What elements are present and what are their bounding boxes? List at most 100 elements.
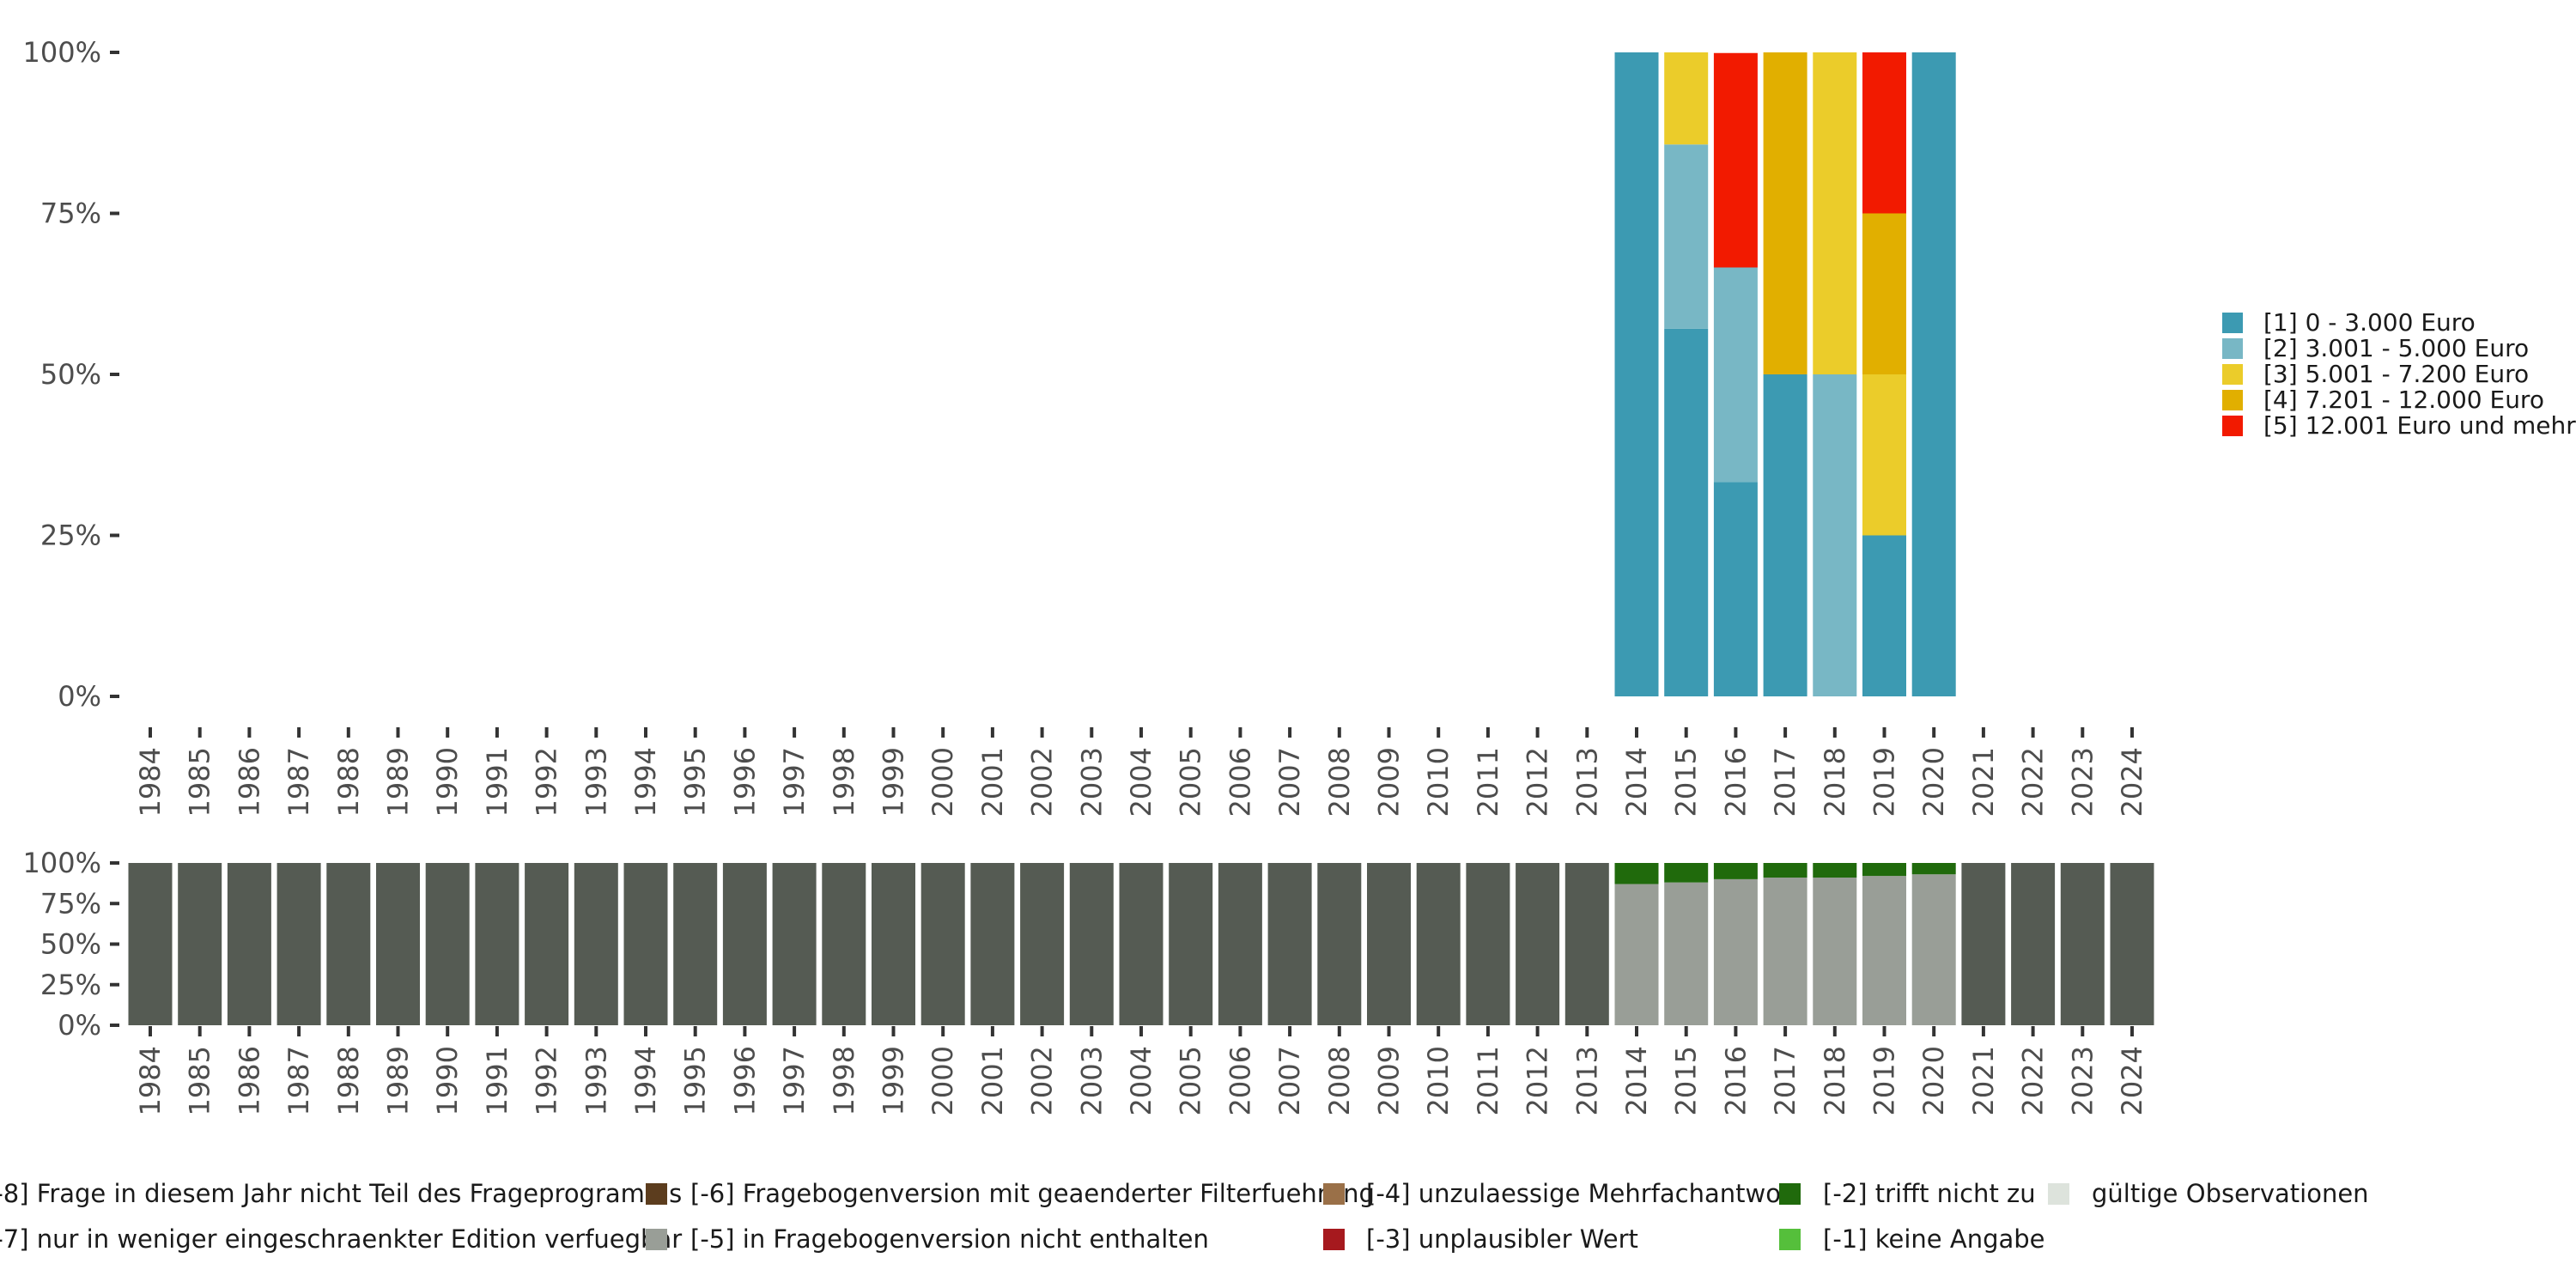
x-tick-label: 2010: [1422, 747, 1455, 817]
bar-segment: [1020, 863, 1065, 1025]
bar-segment: [2110, 863, 2154, 1025]
bar-segment: [1069, 863, 1114, 1025]
x-tick-label: 2006: [1224, 1046, 1256, 1115]
bar-segment: [376, 863, 420, 1025]
x-tick-label: 2001: [976, 747, 1009, 817]
bar-segment: [920, 863, 965, 1025]
y-tick-label: 50%: [40, 928, 101, 961]
x-tick-label: 2014: [1620, 747, 1653, 817]
x-tick-label: 1990: [431, 747, 464, 817]
bar-segment: [1713, 267, 1758, 483]
bar-segment: [1614, 52, 1659, 696]
legend-swatch: [2048, 1183, 2069, 1205]
bar-segment: [227, 863, 271, 1025]
x-tick-label: 1996: [728, 1046, 761, 1115]
bar-segment: [574, 863, 618, 1025]
bar-segment: [1713, 878, 1758, 1025]
x-tick-label: 1984: [134, 1046, 167, 1115]
bar-segment: [1614, 884, 1659, 1025]
y-tick-label: 75%: [40, 197, 101, 230]
bar-segment: [1813, 878, 1857, 1025]
bar-segment: [1813, 863, 1857, 878]
x-tick-label: 2016: [1719, 747, 1752, 817]
x-tick-label: 1984: [134, 747, 167, 817]
x-tick-label: 1992: [531, 1046, 563, 1115]
bar-segment: [1267, 863, 1312, 1025]
x-tick-label: 2022: [2017, 747, 2050, 817]
bar-segment: [425, 863, 470, 1025]
bar-segment: [1218, 863, 1262, 1025]
x-tick-label: 1987: [283, 1046, 315, 1115]
y-tick-label: 0%: [58, 680, 101, 713]
legend-swatch: [646, 1229, 667, 1250]
bar-segment: [1813, 374, 1857, 696]
bar-segment: [1713, 52, 1758, 268]
legend-label: [-4] unzulaessige Mehrfachantwort: [1366, 1179, 1801, 1208]
bar-segment: [1763, 374, 1807, 696]
bar-segment: [1367, 863, 1411, 1025]
x-tick-label: 2016: [1719, 1046, 1752, 1115]
legend-label: [4] 7.201 - 12.000 Euro: [2263, 386, 2544, 414]
bar-segment: [1763, 878, 1807, 1025]
bar-segment: [1664, 328, 1709, 696]
bar-segment: [128, 863, 173, 1025]
legend-label: [-2] trifft nicht zu: [1823, 1179, 2036, 1208]
bar-segment: [1862, 535, 1906, 696]
x-tick-label: 2011: [1472, 1046, 1504, 1115]
y-tick-label: 25%: [40, 969, 101, 1001]
legend-label: [2] 3.001 - 5.000 Euro: [2263, 334, 2529, 362]
x-tick-label: 2002: [1026, 747, 1059, 817]
x-tick-label: 1992: [531, 747, 563, 817]
x-tick-label: 1991: [481, 1046, 513, 1115]
legend-label: [5] 12.001 Euro und mehr: [2263, 411, 2576, 440]
bar-segment: [673, 863, 718, 1025]
x-tick-label: 1999: [878, 1046, 910, 1115]
bar-segment: [872, 863, 915, 1025]
x-tick-label: 2023: [2066, 747, 2099, 817]
y-tick-label: 25%: [40, 519, 101, 552]
x-tick-label: 2012: [1522, 1046, 1554, 1115]
bar-segment: [1564, 863, 1609, 1025]
x-tick-label: 2018: [1819, 747, 1851, 817]
bar-segment: [2060, 863, 2105, 1025]
legend-swatch: [1323, 1183, 1345, 1205]
bar-segment: [1317, 863, 1362, 1025]
legend-label: [-7] nur in weniger eingeschraenkter Edi…: [0, 1224, 682, 1254]
x-tick-label: 1986: [233, 747, 265, 817]
x-tick-label: 2013: [1571, 1046, 1603, 1115]
bar-segment: [1862, 374, 1906, 536]
y-tick-label: 50%: [40, 358, 101, 391]
x-tick-label: 1989: [382, 747, 415, 817]
x-tick-label: 2007: [1273, 1046, 1306, 1115]
x-tick-label: 2022: [2017, 1046, 2050, 1115]
bar-segment: [276, 863, 321, 1025]
x-tick-label: 2015: [1670, 1046, 1703, 1115]
bar-segment: [772, 863, 817, 1025]
x-tick-label: 2021: [1967, 747, 2000, 817]
legend-label: [-8] Frage in diesem Jahr nicht Teil des…: [0, 1179, 682, 1208]
top-legend: [1] 0 - 3.000 Euro[2] 3.001 - 5.000 Euro…: [2222, 308, 2576, 440]
x-tick-label: 1997: [778, 1046, 811, 1115]
x-tick-label: 1996: [728, 747, 761, 817]
x-tick-label: 2017: [1769, 747, 1801, 817]
x-tick-label: 2012: [1522, 747, 1554, 817]
bar-segment: [1664, 144, 1709, 329]
x-tick-label: 2020: [1917, 1046, 1950, 1115]
bottom-legend: [-8] Frage in diesem Jahr nicht Teil des…: [0, 1179, 2369, 1254]
bar-segment: [1862, 52, 1906, 214]
y-tick-label: 0%: [58, 1009, 101, 1042]
bar-segment: [1911, 863, 1956, 875]
bar-segment: [1516, 863, 1560, 1025]
x-tick-label: 2004: [1125, 1046, 1157, 1115]
legend-label: [1] 0 - 3.000 Euro: [2263, 308, 2476, 337]
bar-segment: [970, 863, 1015, 1025]
y-tick-label: 100%: [23, 847, 101, 879]
x-tick-label: 2009: [1373, 1046, 1406, 1115]
bar-segment: [475, 863, 519, 1025]
bar-segment: [623, 863, 668, 1025]
bar-segment: [326, 863, 371, 1025]
x-tick-label: 2021: [1967, 1046, 2000, 1115]
bar-segment: [525, 863, 569, 1025]
x-tick-label: 2002: [1026, 1046, 1059, 1115]
x-tick-label: 2018: [1819, 1046, 1851, 1115]
